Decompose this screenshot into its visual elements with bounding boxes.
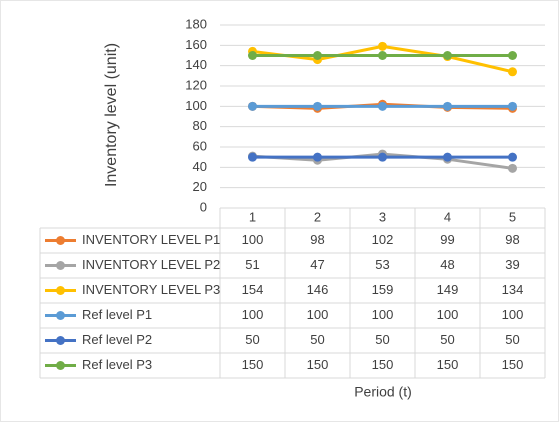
x-tick-label: 1 xyxy=(249,209,256,224)
point xyxy=(443,51,452,60)
point xyxy=(248,51,257,60)
y-tick-label: 180 xyxy=(185,16,207,31)
table-cell: 100 xyxy=(242,307,264,322)
y-axis-title: Inventory level (unit) xyxy=(103,43,120,187)
table-cell: 50 xyxy=(505,332,519,347)
y-tick-label: 160 xyxy=(185,37,207,52)
table-cell: 50 xyxy=(440,332,454,347)
table-cell: 39 xyxy=(505,257,519,272)
point xyxy=(508,152,517,162)
y-tick-label: 140 xyxy=(185,57,207,72)
legend-label: INVENTORY LEVEL P2 xyxy=(82,257,220,272)
table-cell: 150 xyxy=(372,357,394,372)
legend-label: Ref level P3 xyxy=(82,357,152,372)
point xyxy=(313,152,322,162)
table-cell: 102 xyxy=(372,232,394,247)
legend-marker xyxy=(56,336,65,345)
point xyxy=(508,67,517,77)
point xyxy=(313,51,322,60)
table-cell: 100 xyxy=(307,307,329,322)
table-cell: 150 xyxy=(242,357,264,372)
table-cell: 134 xyxy=(502,282,524,297)
x-tick-label: 2 xyxy=(314,209,321,224)
table-cell: 50 xyxy=(310,332,324,347)
table-cell: 100 xyxy=(437,307,459,322)
y-tick-label: 20 xyxy=(193,179,207,194)
table-cell: 100 xyxy=(502,307,524,322)
y-tick-label: 120 xyxy=(185,77,207,92)
y-tick-label: 40 xyxy=(193,159,207,174)
table-cell: 150 xyxy=(502,357,524,372)
table-cell: 146 xyxy=(307,282,329,297)
x-axis-title: Period (t) xyxy=(354,384,412,400)
point xyxy=(313,101,322,111)
table-cell: 50 xyxy=(375,332,389,347)
table-cell: 100 xyxy=(242,232,264,247)
point xyxy=(378,101,387,111)
point xyxy=(508,51,517,60)
table-cell: 51 xyxy=(245,257,259,272)
point xyxy=(508,101,517,111)
legend-marker xyxy=(56,236,65,245)
table-cell: 149 xyxy=(437,282,459,297)
y-tick-label: 60 xyxy=(193,138,207,153)
table-cell: 150 xyxy=(307,357,329,372)
table-cell: 100 xyxy=(372,307,394,322)
y-tick-label: 0 xyxy=(200,199,207,214)
point xyxy=(248,152,257,162)
legend-label: INVENTORY LEVEL P3 xyxy=(82,282,220,297)
legend-label: INVENTORY LEVEL P1 xyxy=(82,232,220,247)
legend-label: Ref level P2 xyxy=(82,332,152,347)
point xyxy=(443,101,452,111)
legend-marker xyxy=(56,261,65,270)
table-cell: 47 xyxy=(310,257,324,272)
table-cell: 159 xyxy=(372,282,394,297)
point xyxy=(248,101,257,111)
legend-marker xyxy=(56,311,65,320)
point xyxy=(443,152,452,162)
x-tick-label: 4 xyxy=(444,209,451,224)
legend-label: Ref level P1 xyxy=(82,307,152,322)
table-cell: 99 xyxy=(440,232,454,247)
table-cell: 98 xyxy=(505,232,519,247)
legend-marker xyxy=(56,361,65,370)
x-tick-label: 3 xyxy=(379,209,386,224)
table-cell: 150 xyxy=(437,357,459,372)
table-cell: 98 xyxy=(310,232,324,247)
point xyxy=(378,41,387,51)
legend-marker xyxy=(56,286,65,295)
y-tick-label: 80 xyxy=(193,118,207,133)
x-tick-label: 5 xyxy=(509,209,516,224)
table-cell: 53 xyxy=(375,257,389,272)
point xyxy=(378,152,387,162)
table-cell: 48 xyxy=(440,257,454,272)
table-cell: 50 xyxy=(245,332,259,347)
y-tick-label: 100 xyxy=(185,98,207,113)
point xyxy=(508,163,517,173)
table-cell: 154 xyxy=(242,282,264,297)
point xyxy=(378,51,387,60)
